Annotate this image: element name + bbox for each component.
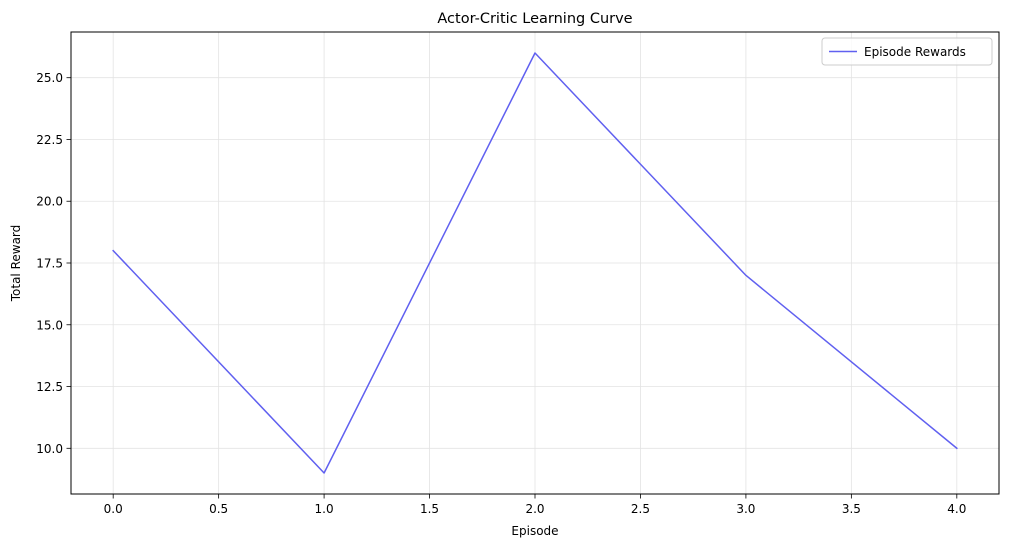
x-tick-label: 3.5 <box>842 502 861 516</box>
x-tick-label: 0.5 <box>209 502 228 516</box>
legend-label: Episode Rewards <box>864 45 966 59</box>
x-ticks: 0.0 0.5 1.0 1.5 2.0 2.5 3.0 3.5 4.0 <box>104 494 967 516</box>
y-tick-label: 17.5 <box>36 257 63 271</box>
y-ticks: 10.0 12.5 15.0 17.5 20.0 22.5 25.0 <box>36 71 71 456</box>
y-tick-label: 25.0 <box>36 71 63 85</box>
x-tick-label: 4.0 <box>947 502 966 516</box>
y-tick-label: 22.5 <box>36 133 63 147</box>
legend: Episode Rewards <box>822 38 992 65</box>
x-tick-label: 1.0 <box>315 502 334 516</box>
x-axis-label: Episode <box>511 524 558 538</box>
x-tick-label: 3.0 <box>736 502 755 516</box>
y-tick-label: 12.5 <box>36 380 63 394</box>
x-tick-label: 2.0 <box>525 502 544 516</box>
grid-layer <box>71 32 999 494</box>
chart-title: Actor-Critic Learning Curve <box>437 11 632 27</box>
x-tick-label: 0.0 <box>104 502 123 516</box>
x-tick-label: 2.5 <box>631 502 650 516</box>
y-tick-label: 20.0 <box>36 195 63 209</box>
y-axis-label: Total Reward <box>9 225 23 303</box>
y-tick-label: 10.0 <box>36 442 63 456</box>
x-tick-label: 1.5 <box>420 502 439 516</box>
y-tick-label: 15.0 <box>36 318 63 332</box>
